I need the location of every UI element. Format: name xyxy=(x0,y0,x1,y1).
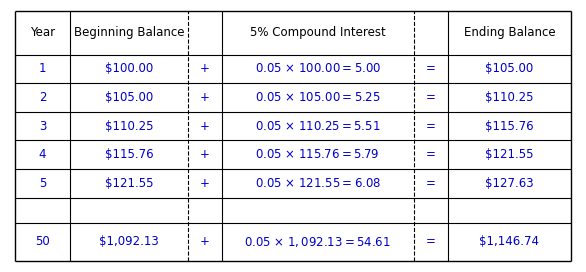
Text: 0.05 × $121.55 = $6.08: 0.05 × $121.55 = $6.08 xyxy=(254,177,381,190)
Text: $121.55: $121.55 xyxy=(105,177,154,190)
Text: 50: 50 xyxy=(35,236,50,248)
Text: =: = xyxy=(425,177,435,190)
Text: $105.00: $105.00 xyxy=(105,91,153,104)
Text: $110.25: $110.25 xyxy=(485,91,534,104)
Text: 3: 3 xyxy=(39,120,46,132)
Text: $100.00: $100.00 xyxy=(105,62,153,75)
Text: 0.05 × $115.76 = $5.79: 0.05 × $115.76 = $5.79 xyxy=(255,148,380,161)
Text: $1,092.13: $1,092.13 xyxy=(99,236,159,248)
Text: Ending Balance: Ending Balance xyxy=(464,26,556,39)
Text: +: + xyxy=(200,148,210,161)
Text: +: + xyxy=(200,177,210,190)
Text: 0.05 × $1,092.13 = $54.61: 0.05 × $1,092.13 = $54.61 xyxy=(244,235,391,249)
Text: +: + xyxy=(200,62,210,75)
Text: $121.55: $121.55 xyxy=(485,148,534,161)
Text: =: = xyxy=(425,62,435,75)
Text: =: = xyxy=(425,91,435,104)
Text: 1: 1 xyxy=(39,62,46,75)
Text: $127.63: $127.63 xyxy=(485,177,534,190)
Text: =: = xyxy=(425,236,435,248)
Text: 5% Compound Interest: 5% Compound Interest xyxy=(250,26,386,39)
Text: =: = xyxy=(425,148,435,161)
Text: +: + xyxy=(200,236,210,248)
Text: 0.05 × $110.25 = $5.51: 0.05 × $110.25 = $5.51 xyxy=(255,120,380,132)
Text: Year: Year xyxy=(30,26,55,39)
Text: $110.25: $110.25 xyxy=(105,120,154,132)
Text: 2: 2 xyxy=(39,91,46,104)
Text: 0.05 × $105.00 = $5.25: 0.05 × $105.00 = $5.25 xyxy=(255,91,380,104)
Text: =: = xyxy=(425,120,435,132)
Text: +: + xyxy=(200,120,210,132)
Text: Beginning Balance: Beginning Balance xyxy=(74,26,185,39)
Text: $115.76: $115.76 xyxy=(485,120,534,132)
Text: $105.00: $105.00 xyxy=(485,62,534,75)
Text: $115.76: $115.76 xyxy=(105,148,154,161)
Text: 5: 5 xyxy=(39,177,46,190)
Text: 0.05 × $100.00 = $5.00: 0.05 × $100.00 = $5.00 xyxy=(254,62,381,75)
Text: +: + xyxy=(200,91,210,104)
Text: $1,146.74: $1,146.74 xyxy=(479,236,540,248)
Text: 4: 4 xyxy=(39,148,46,161)
